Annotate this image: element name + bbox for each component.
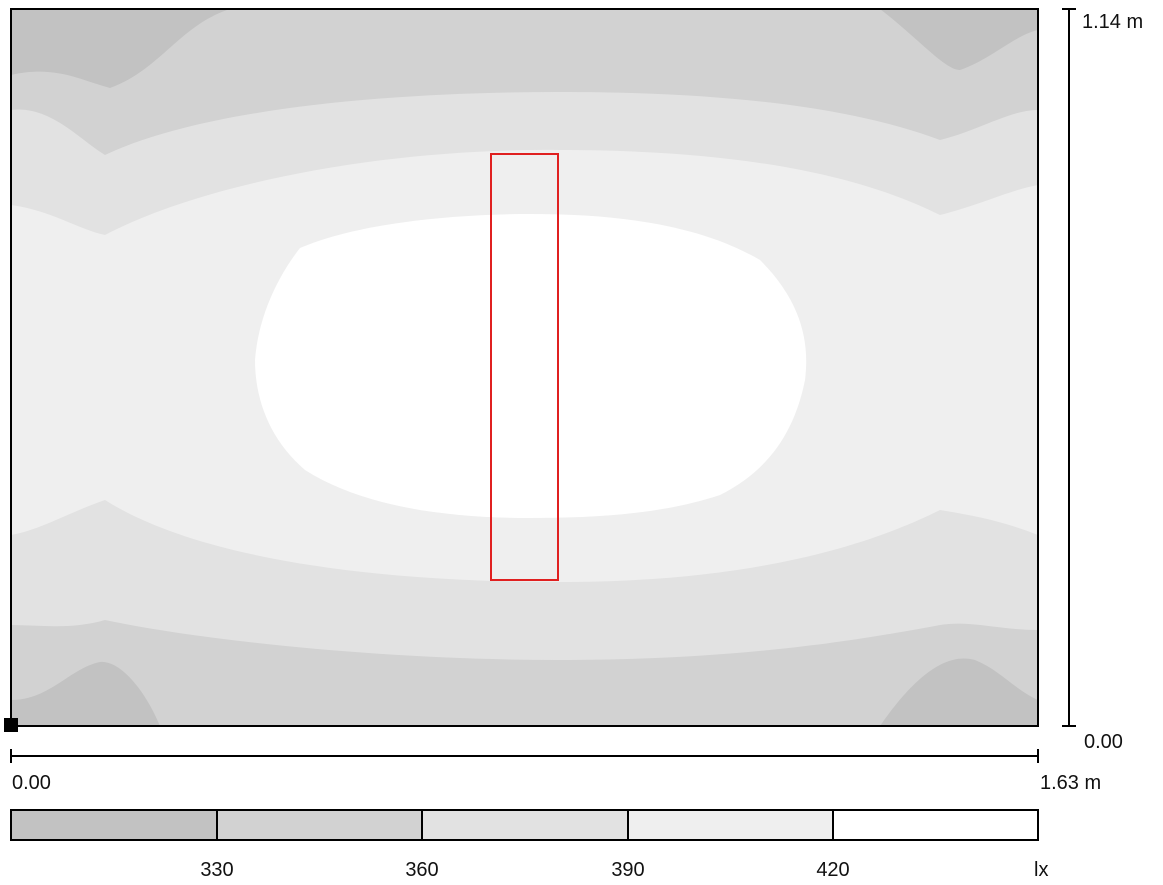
- legend-swatch: [628, 810, 833, 840]
- legend-swatch: [833, 810, 1038, 840]
- legend-value: 420: [816, 859, 850, 881]
- contour-band-max: [255, 214, 807, 518]
- height-dimension: [1062, 8, 1076, 727]
- legend-value: 330: [200, 859, 234, 881]
- legend-unit: lx: [1034, 859, 1049, 881]
- room-boundary: [10, 8, 1039, 727]
- width-min-label: 0.00: [12, 772, 51, 794]
- width-dimension: [10, 749, 1039, 763]
- legend-value: 360: [405, 859, 439, 881]
- isolux-contours: [11, 9, 1038, 726]
- legend-value: 390: [611, 859, 645, 881]
- legend-swatch: [422, 810, 628, 840]
- object-outline: [490, 153, 559, 581]
- origin-marker: [4, 718, 18, 732]
- legend-bar: [10, 809, 1039, 841]
- height-min-label: 0.00: [1084, 731, 1123, 753]
- height-max-label: 1.14 m: [1082, 11, 1144, 33]
- legend-swatch: [11, 810, 217, 840]
- legend-swatch: [217, 810, 422, 840]
- width-max-label: 1.63 m: [1040, 772, 1102, 794]
